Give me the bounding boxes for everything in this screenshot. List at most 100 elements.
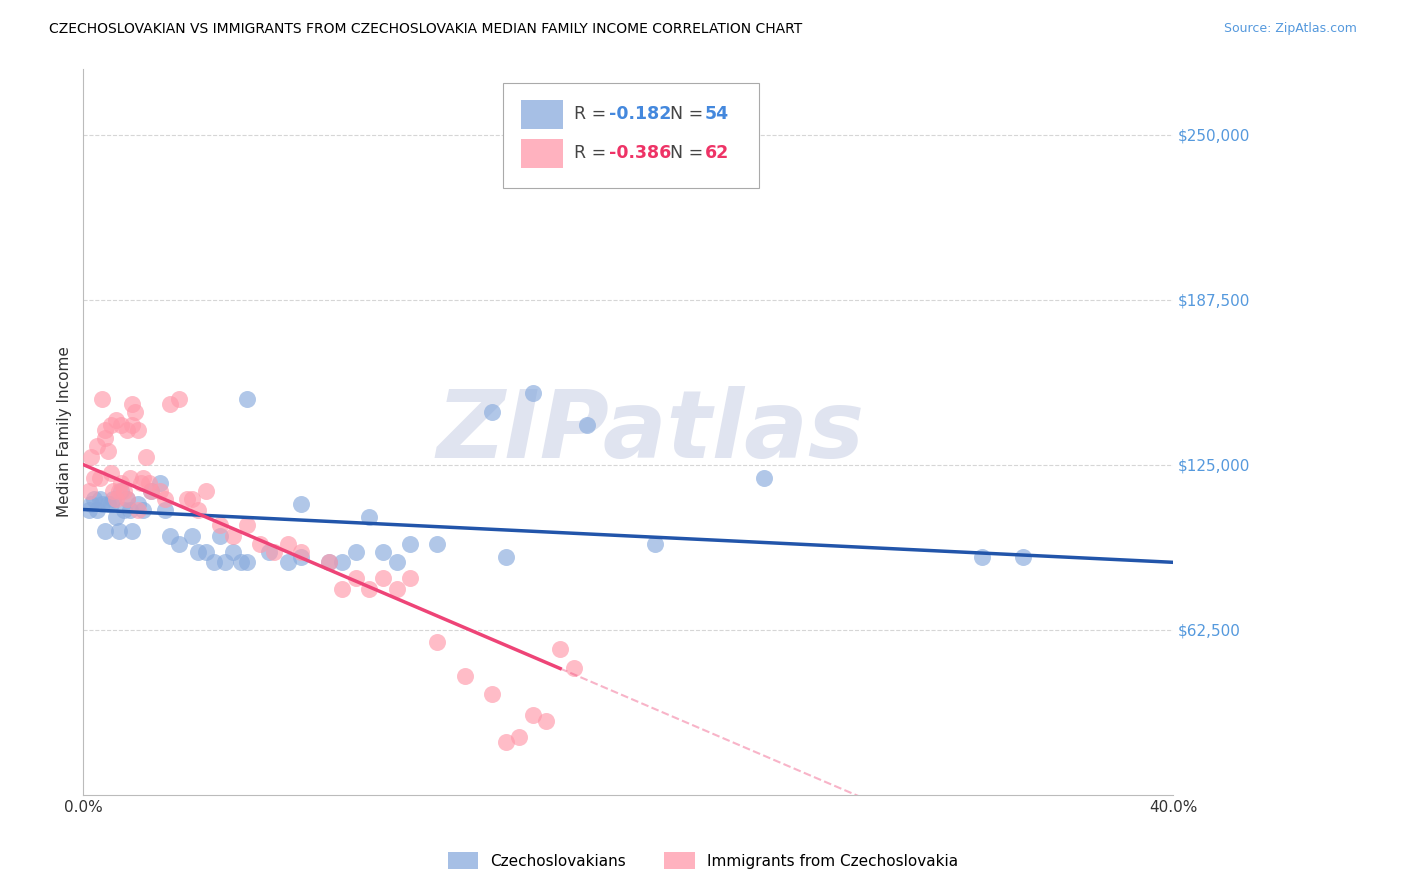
Point — [385, 582, 408, 596]
Point — [127, 423, 149, 437]
Text: Source: ZipAtlas.com: Source: ZipAtlas.com — [1223, 22, 1357, 36]
Point — [344, 545, 367, 559]
Point — [214, 555, 236, 569]
Point — [112, 483, 135, 498]
Point — [97, 497, 120, 511]
Point — [399, 537, 422, 551]
Text: -0.182: -0.182 — [609, 105, 671, 123]
Point — [263, 545, 285, 559]
Text: -0.386: -0.386 — [609, 145, 671, 162]
Point — [86, 439, 108, 453]
Point — [972, 549, 994, 564]
Text: R =: R = — [574, 105, 612, 123]
Point — [115, 423, 138, 437]
Point — [481, 405, 503, 419]
Point — [318, 555, 340, 569]
Point — [330, 555, 353, 569]
Point — [118, 502, 141, 516]
Point — [104, 413, 127, 427]
FancyBboxPatch shape — [503, 83, 759, 188]
Point — [83, 491, 105, 506]
FancyBboxPatch shape — [522, 139, 562, 168]
Point — [89, 471, 111, 485]
Point — [115, 491, 138, 506]
Point — [124, 405, 146, 419]
Point — [495, 735, 517, 749]
Point — [91, 392, 114, 406]
Point — [107, 483, 129, 498]
Point — [107, 524, 129, 538]
Point — [153, 491, 176, 506]
Point — [371, 571, 394, 585]
Point — [132, 502, 155, 516]
Point — [86, 502, 108, 516]
Point — [91, 497, 114, 511]
Point — [208, 529, 231, 543]
Point — [104, 510, 127, 524]
Point — [181, 491, 204, 506]
Point — [112, 502, 135, 516]
Point — [118, 471, 141, 485]
Text: 62: 62 — [704, 145, 728, 162]
Point — [522, 708, 544, 723]
Point — [1012, 549, 1035, 564]
Point — [167, 392, 190, 406]
Point — [187, 502, 209, 516]
Point — [110, 483, 132, 498]
Point — [110, 417, 132, 432]
Point — [399, 571, 422, 585]
Point — [222, 545, 245, 559]
Point — [277, 555, 299, 569]
Point — [644, 537, 666, 551]
FancyBboxPatch shape — [522, 100, 562, 128]
Point — [318, 555, 340, 569]
Point — [100, 417, 122, 432]
Point — [385, 555, 408, 569]
Point — [208, 518, 231, 533]
Point — [141, 483, 163, 498]
Point — [257, 545, 280, 559]
Point — [110, 476, 132, 491]
Text: N =: N = — [669, 105, 709, 123]
Point — [290, 545, 312, 559]
Point — [80, 450, 103, 464]
Point — [522, 386, 544, 401]
Point — [80, 497, 103, 511]
Point — [371, 545, 394, 559]
Point — [231, 555, 253, 569]
Point — [121, 397, 143, 411]
Point — [100, 497, 122, 511]
Point — [426, 634, 449, 648]
Point — [100, 466, 122, 480]
Point — [181, 529, 204, 543]
Text: ZIPatlas: ZIPatlas — [436, 385, 865, 477]
Point — [344, 571, 367, 585]
Point — [290, 549, 312, 564]
Point — [89, 491, 111, 506]
Point — [426, 537, 449, 551]
Point — [129, 476, 152, 491]
Point — [94, 524, 117, 538]
Point — [127, 502, 149, 516]
Point — [359, 582, 381, 596]
Point — [149, 483, 172, 498]
Point — [149, 476, 172, 491]
Point — [576, 417, 599, 432]
Point — [187, 545, 209, 559]
Text: R =: R = — [574, 145, 612, 162]
Point — [167, 537, 190, 551]
Point — [127, 497, 149, 511]
Point — [236, 555, 259, 569]
Point — [536, 714, 558, 728]
Point — [330, 582, 353, 596]
Text: CZECHOSLOVAKIAN VS IMMIGRANTS FROM CZECHOSLOVAKIA MEDIAN FAMILY INCOME CORRELATI: CZECHOSLOVAKIAN VS IMMIGRANTS FROM CZECH… — [49, 22, 803, 37]
Point — [277, 537, 299, 551]
Point — [97, 444, 120, 458]
Point — [508, 730, 530, 744]
Point — [103, 491, 125, 506]
Y-axis label: Median Family Income: Median Family Income — [58, 346, 72, 517]
Point — [94, 431, 117, 445]
Point — [562, 661, 585, 675]
Point — [115, 491, 138, 506]
Point — [359, 510, 381, 524]
